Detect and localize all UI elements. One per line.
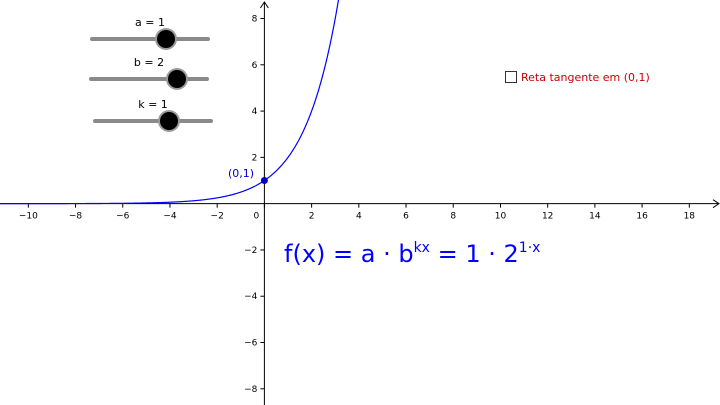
x-tick-label: 12 <box>542 212 553 222</box>
x-tick-label: 18 <box>684 212 696 222</box>
x-tick-label: −8 <box>69 212 83 222</box>
x-tick-label: 4 <box>356 212 362 222</box>
slider-b-track[interactable] <box>89 77 209 81</box>
slider-b-label: b = 2 <box>133 56 165 69</box>
tangent-checkbox[interactable]: Reta tangente em (0,1) <box>505 68 650 86</box>
point-label: (0,1) <box>228 167 255 180</box>
x-tick-label: 8 <box>450 212 456 222</box>
tick-labels: −10 −8 −6 −4 −2 0 2 4 6 8 10 12 14 16 18 −8 −6 −4 −2 2 4 6 8 <box>19 15 695 395</box>
y-tick-label: 4 <box>252 107 258 117</box>
x-tick-label: 2 <box>309 212 315 222</box>
slider-b[interactable]: b = 2 <box>89 56 209 92</box>
x-tick-label: 6 <box>403 212 409 222</box>
slider-k[interactable]: k = 1 <box>93 98 213 134</box>
checkbox-label: Reta tangente em (0,1) <box>521 70 650 84</box>
y-tick-label: 6 <box>252 61 258 71</box>
x-tick-label: 10 <box>495 212 507 222</box>
formula-rhs: = 1 · 2 <box>429 240 519 268</box>
slider-k-label: k = 1 <box>138 98 168 111</box>
y-tick-label: −6 <box>244 339 258 349</box>
y-tick-label: −4 <box>244 292 258 302</box>
slider-a-thumb[interactable] <box>156 30 175 48</box>
y-tick-label: −8 <box>244 385 258 395</box>
formula-lhs: f(x) = a · b <box>284 240 414 268</box>
y-tick-label: −2 <box>244 246 257 256</box>
y-tick-label: 2 <box>252 153 258 163</box>
function-curve[interactable] <box>0 0 342 205</box>
slider-a[interactable]: a = 1 <box>90 16 210 52</box>
y-axis-arrow <box>259 1 269 9</box>
checkbox-box[interactable] <box>505 71 517 83</box>
slider-k-thumb[interactable] <box>159 112 178 130</box>
x-tick-label: 14 <box>589 212 601 222</box>
formula-lhs-exponent: kx <box>413 240 430 256</box>
point-0-1[interactable] <box>260 177 268 185</box>
formula-rhs-exponent: 1·x <box>518 240 541 256</box>
x-tick-label: −4 <box>163 212 177 222</box>
x-axis-arrow <box>712 199 720 209</box>
x-tick-label: −6 <box>116 212 130 222</box>
x-tick-label: 0 <box>254 212 260 222</box>
x-tick-label: 16 <box>636 212 648 222</box>
slider-a-label: a = 1 <box>135 16 165 29</box>
x-tick-label: −2 <box>211 212 224 222</box>
slider-k-track[interactable] <box>93 119 213 123</box>
function-formula: f(x) = a · bkx = 1 · 21·x <box>284 233 540 269</box>
y-tick-label: 8 <box>252 15 258 25</box>
slider-a-track[interactable] <box>90 37 210 41</box>
slider-b-thumb[interactable] <box>167 70 186 88</box>
x-tick-label: −10 <box>19 212 38 222</box>
